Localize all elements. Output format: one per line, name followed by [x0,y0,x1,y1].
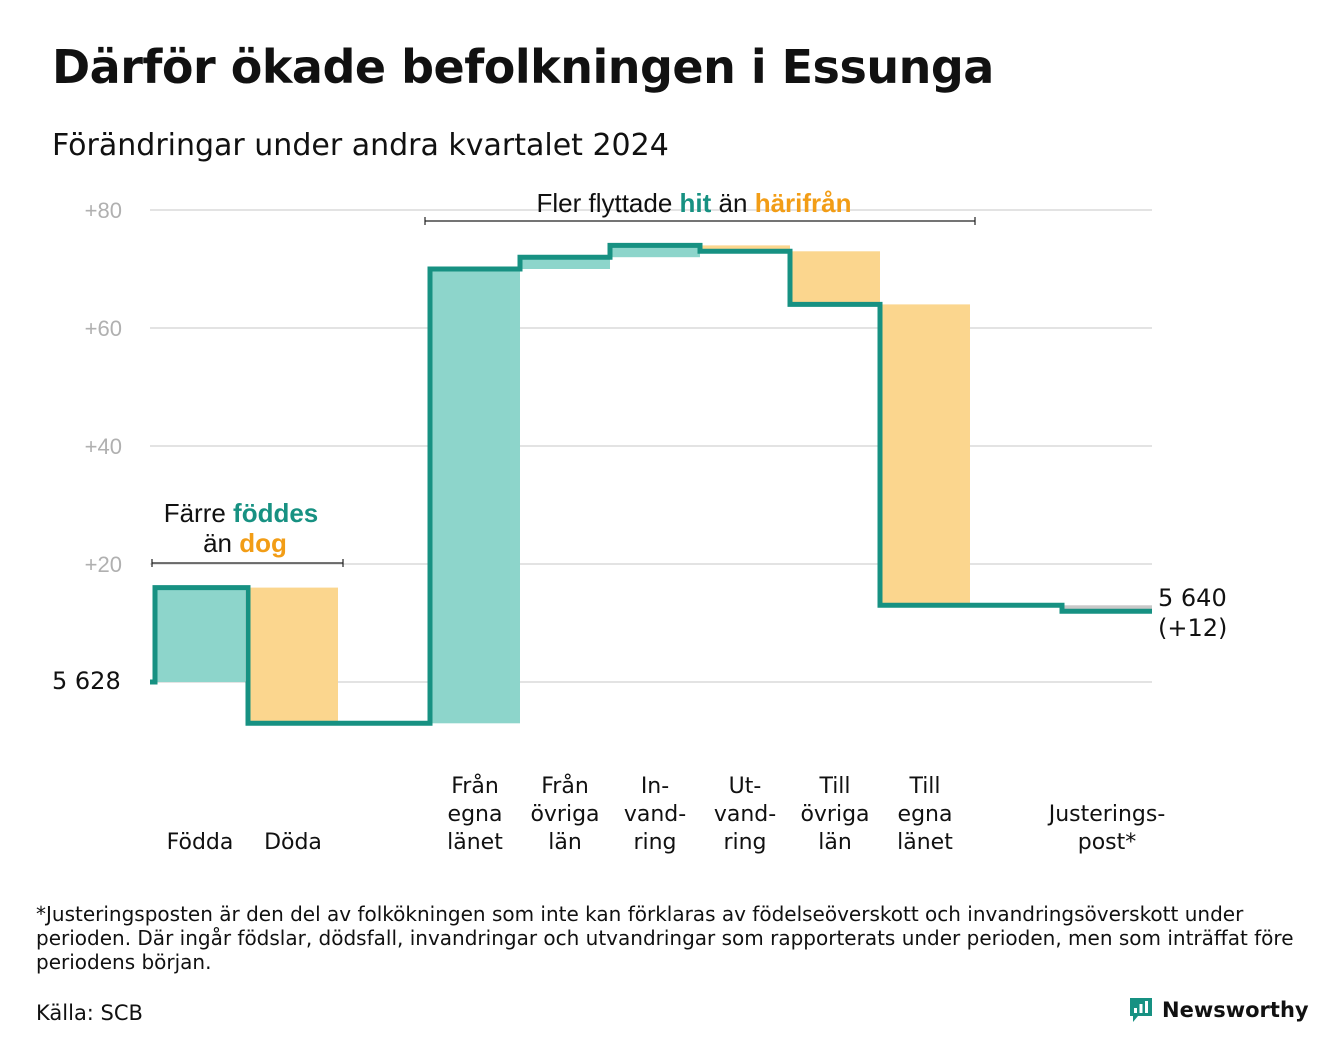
bar-increase [155,587,245,682]
category-label: egna [448,802,503,827]
bar-increase [430,269,520,724]
cumulative-step-line [150,242,1152,726]
grid-layer: +20 +40 +60 +80 [85,198,1152,683]
category-label: Till [908,774,940,799]
category-label: Till [818,774,850,799]
waterfall-chart: +20 +40 +60 +80 Födda Döda Från egna länet Från ö… [52,188,1227,855]
bar-increase [520,257,610,269]
category-label: övriga [530,802,599,827]
y-tick-label: +80 [85,198,122,223]
category-label: post* [1078,830,1137,855]
category-label: län [818,830,852,855]
category-label: övriga [800,802,869,827]
category-label: ring [723,830,766,855]
category-label: Från [541,773,589,799]
source-label: Källa: SCB [36,1001,143,1025]
start-value-label: 5 628 [52,667,121,695]
y-tick-label: +40 [85,434,122,459]
line-layer [150,242,1152,726]
end-value-label: 5 640 [1158,584,1227,612]
brand-name: Newsworthy [1162,998,1309,1022]
category-label: Födda [167,830,234,855]
births-annotation: Färre föddes än dog [151,498,344,567]
bar-decrease [248,587,338,724]
bar-chart-speech-bubble-icon [1130,998,1152,1022]
brand-logo[interactable]: Newsworthy [1128,996,1309,1024]
label-layer: Födda Döda Från egna länet Från övriga län In-va… [167,773,1166,855]
category-label: Justerings- [1047,802,1166,827]
category-label: Från [451,773,499,799]
y-tick-label: +60 [85,316,122,341]
bar-decrease [880,304,970,606]
bar-adjustment [1062,605,1152,612]
bar-increase [610,245,700,258]
category-label: län [548,830,582,855]
chart-title: Därför ökade befolkningen i Essunga [52,40,994,94]
chart-subtitle: Förändringar under andra kvartalet 2024 [52,128,669,163]
category-label: vand- [714,802,776,827]
moves-annotation: Fler flyttade hit än härifrån [424,188,976,225]
end-change-label: (+12) [1158,614,1227,642]
births-bracket [151,559,344,567]
category-label: Ut- [729,774,762,799]
bar-decrease [790,251,880,305]
footnote: *Justeringsposten är den del av folkökni… [36,902,1294,974]
category-label: länet [897,830,953,855]
category-label: In- [641,774,669,799]
bar-decrease [700,245,790,252]
bar-layer [155,245,1152,724]
category-label: Döda [264,830,322,855]
moves-annotation-text: Fler flyttade hit än härifrån [536,188,851,218]
category-label: vand- [624,802,686,827]
births-annotation-line2: än dog [203,528,287,558]
births-annotation-line1: Färre föddes [164,498,319,528]
moves-bracket [424,217,976,225]
category-label: egna [898,802,953,827]
category-label: ring [633,830,676,855]
y-tick-label: +20 [85,552,122,577]
category-label: länet [447,830,503,855]
